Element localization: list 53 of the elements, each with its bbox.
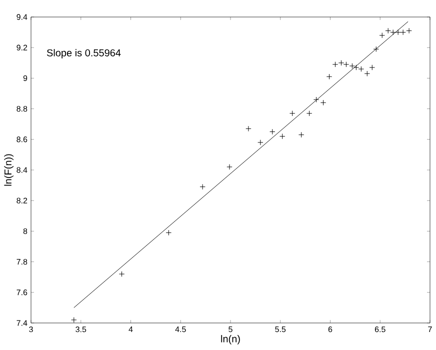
point: [353, 64, 360, 70]
y-tick-label: 7.4: [16, 320, 28, 326]
point: [349, 63, 356, 69]
y-tick-label: 9.2: [16, 44, 28, 50]
x-tick-label: 4: [128, 326, 133, 332]
y-tick-label: 9.4: [16, 14, 28, 20]
y-tick-label: 8.8: [16, 106, 28, 112]
point: [379, 32, 385, 38]
point: [258, 140, 264, 146]
x-tick-label: 6: [328, 326, 332, 332]
point: [395, 29, 401, 36]
point: [246, 126, 252, 132]
point: [270, 128, 276, 135]
x-tick-label: 6.5: [374, 326, 386, 332]
x-tick-label: 7: [428, 326, 432, 332]
y-tick-label: 8.6: [16, 136, 28, 142]
point: [373, 46, 379, 52]
point: [338, 60, 344, 66]
x-tick-label: 4.5: [175, 326, 186, 332]
point: [289, 110, 296, 116]
point: [298, 132, 304, 138]
point: [200, 184, 206, 190]
annotation: Slope is 0.55964: [46, 49, 121, 58]
x-tick-label: 3.5: [76, 326, 86, 332]
x-tick-label: 3: [29, 326, 33, 332]
point: [343, 62, 350, 68]
x-tick-label: 5: [228, 326, 232, 332]
point: [332, 62, 338, 68]
point: [71, 317, 77, 323]
point: [358, 66, 364, 72]
y-tick-label: 8.2: [16, 198, 28, 204]
point: [313, 96, 320, 102]
point: [364, 70, 370, 76]
point: [400, 29, 406, 36]
y-tick-label: 9: [23, 75, 28, 82]
point: [406, 28, 412, 34]
y-tick-label: 7.6: [16, 290, 28, 296]
point: [320, 100, 326, 106]
x-axis-title: ln(n): [221, 335, 240, 344]
x-tick-label: 5.5: [275, 326, 286, 332]
point: [326, 74, 332, 80]
y-tick-label: 8.4: [16, 167, 28, 173]
point: [306, 110, 312, 116]
point: [385, 28, 391, 34]
point: [166, 230, 172, 236]
point: [280, 133, 286, 140]
y-tick-label: 8: [23, 228, 28, 234]
y-axis-title: ln(F(n)): [4, 154, 14, 186]
y-tick-label: 7.8: [16, 258, 28, 265]
point: [226, 164, 232, 170]
point: [390, 29, 396, 36]
point: [118, 271, 125, 277]
point: [369, 64, 375, 70]
